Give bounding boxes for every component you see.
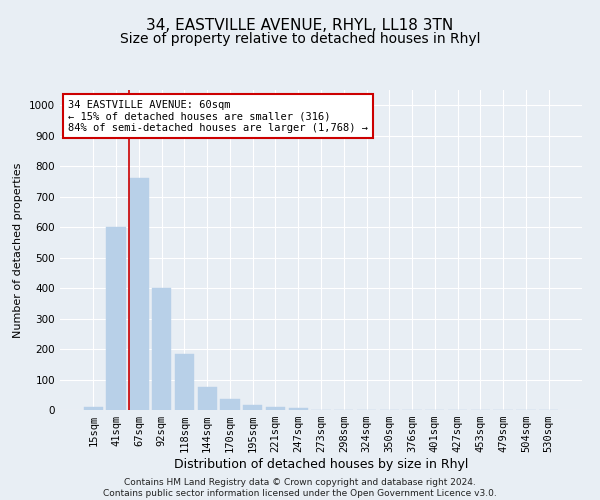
Text: Contains HM Land Registry data © Crown copyright and database right 2024.
Contai: Contains HM Land Registry data © Crown c…	[103, 478, 497, 498]
Bar	[84, 407, 103, 410]
Text: 34, EASTVILLE AVENUE, RHYL, LL18 3TN: 34, EASTVILLE AVENUE, RHYL, LL18 3TN	[146, 18, 454, 32]
Text: Size of property relative to detached houses in Rhyl: Size of property relative to detached ho…	[120, 32, 480, 46]
Bar	[289, 408, 308, 410]
Bar	[175, 354, 194, 410]
Bar	[243, 406, 262, 410]
Bar	[106, 227, 126, 410]
Y-axis label: Number of detached properties: Number of detached properties	[13, 162, 23, 338]
Text: 34 EASTVILLE AVENUE: 60sqm
← 15% of detached houses are smaller (316)
84% of sem: 34 EASTVILLE AVENUE: 60sqm ← 15% of deta…	[68, 100, 368, 133]
X-axis label: Distribution of detached houses by size in Rhyl: Distribution of detached houses by size …	[174, 458, 468, 471]
Bar	[197, 387, 217, 410]
Bar	[129, 178, 149, 410]
Bar	[266, 407, 285, 410]
Bar	[152, 288, 172, 410]
Bar	[220, 400, 239, 410]
